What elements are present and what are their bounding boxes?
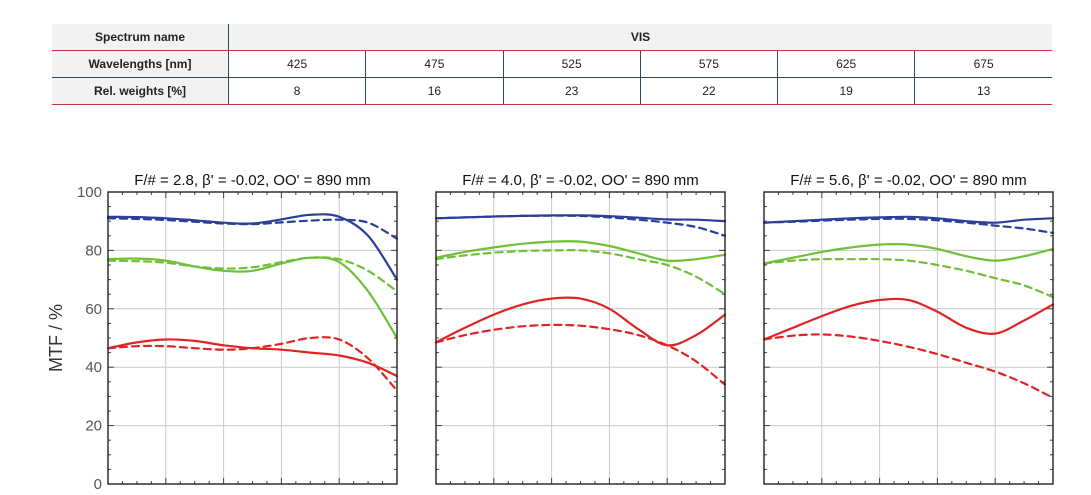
weight-cell: 19 (776, 77, 915, 105)
series-red-solid (434, 296, 727, 347)
series-red-dashed (106, 336, 399, 392)
mtf-chart-2: F/# = 4.0, β' = -0.02, OO' = 890 mm (434, 172, 727, 485)
wavelengths-row: Wavelengths [nm] 425 475 525 575 625 675 (52, 50, 1052, 78)
plot-frame (763, 191, 1054, 485)
series-blue-dashed (762, 217, 1055, 234)
wavelength-cell: 575 (639, 50, 778, 78)
wavelength-cell: 625 (776, 50, 915, 78)
y-tick-label: 100 (77, 184, 102, 201)
weight-cell: 13 (914, 77, 1052, 105)
series-blue-dashed (106, 217, 399, 240)
plot-frame (107, 191, 398, 485)
weight-cell: 8 (227, 77, 366, 105)
series-green-dashed (762, 257, 1055, 299)
weights-row: Rel. weights [%] 8 16 23 22 19 13 (52, 77, 1052, 105)
y-axis-label: MTF / % (46, 304, 66, 372)
axis-ticks (763, 191, 1054, 485)
weight-cell: 16 (365, 77, 503, 105)
series-red-solid (762, 297, 1055, 341)
wavelength-cell: 525 (502, 50, 641, 78)
spectrum-table: Spectrum name VIS Wavelengths [nm] 425 4… (52, 24, 1052, 105)
spectrum-row: Spectrum name VIS (52, 24, 1052, 51)
series-blue-dashed (434, 214, 727, 237)
spectrum-name-label: Spectrum name (52, 24, 229, 51)
series-green-solid (106, 256, 399, 340)
spectrum-name-value: VIS (228, 24, 1052, 51)
series-green-dashed (434, 249, 727, 296)
weight-cell: 23 (502, 77, 641, 105)
mtf-chart-3: F/# = 5.6, β' = -0.02, OO' = 890 mm (762, 172, 1055, 485)
y-tick-label: 0 (94, 476, 102, 493)
mtf-chart-1: F/# = 2.8, β' = -0.02, OO' = 890 mm (106, 172, 399, 485)
y-tick-label: 40 (85, 359, 102, 376)
series-red-dashed (762, 333, 1055, 399)
grid (764, 192, 1053, 484)
wavelength-cell: 425 (227, 50, 366, 78)
chart-panels: F/# = 2.8, β' = -0.02, OO' = 890 mm F/# =… (106, 172, 1055, 485)
y-tick-label: 80 (85, 242, 102, 259)
chart-title: F/# = 4.0, β' = -0.02, OO' = 890 mm (462, 172, 699, 189)
axis-ticks (107, 191, 398, 485)
y-tick-label: 20 (85, 418, 102, 435)
wavelength-cell: 675 (914, 50, 1052, 78)
wavelength-cell: 475 (365, 50, 503, 78)
series-green-dashed (106, 256, 399, 293)
axis-ticks (435, 191, 726, 485)
plot-frame (435, 191, 726, 485)
series-green-solid (762, 243, 1055, 265)
wavelengths-label: Wavelengths [nm] (52, 50, 229, 78)
weight-cell: 22 (639, 77, 778, 105)
chart-title: F/# = 2.8, β' = -0.02, OO' = 890 mm (134, 172, 371, 189)
chart-title: F/# = 5.6, β' = -0.02, OO' = 890 mm (790, 172, 1027, 189)
series-red-dashed (434, 323, 727, 386)
series-green-solid (434, 240, 727, 263)
y-tick-labels: 0 20 40 60 80 100 (77, 184, 102, 493)
y-tick-label: 60 (85, 301, 102, 318)
weights-label: Rel. weights [%] (52, 77, 229, 105)
grid (108, 192, 397, 484)
grid (436, 192, 725, 484)
